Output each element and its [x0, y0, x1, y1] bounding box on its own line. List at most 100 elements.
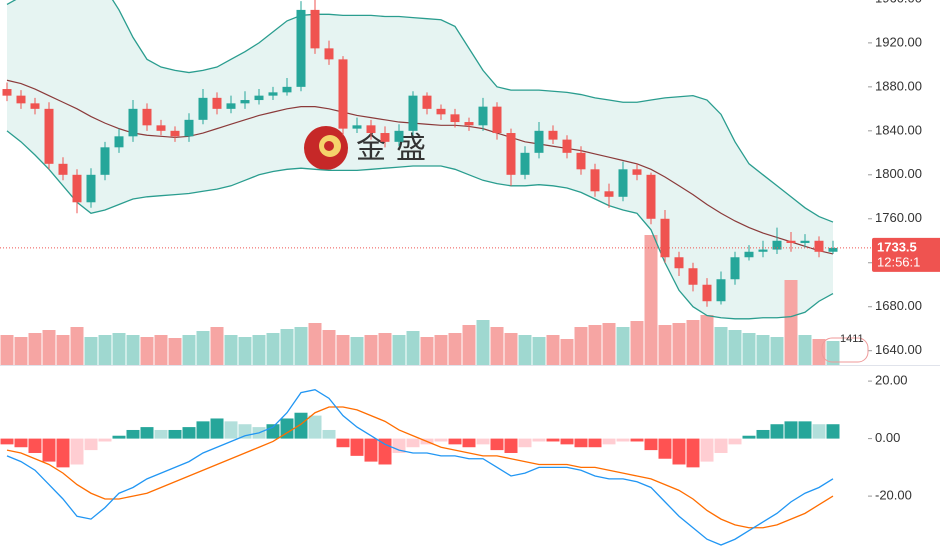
volume-bar	[420, 337, 434, 365]
volume-bar	[406, 331, 420, 365]
watermark: 金盛	[356, 132, 436, 165]
volume-bar	[658, 325, 672, 365]
macd-histogram-bar	[378, 438, 392, 465]
volume-bar	[700, 315, 714, 365]
volume-bar	[476, 320, 490, 365]
macd-histogram-bar	[658, 438, 672, 459]
macd-histogram-bar	[574, 438, 588, 448]
volume-bar	[224, 335, 238, 365]
candle-body	[548, 130, 558, 140]
volume-label: 1411	[840, 333, 864, 345]
macd-histogram-bar	[532, 438, 546, 442]
y-tick-label: 1920.00	[875, 34, 922, 49]
volume-bar	[770, 337, 784, 365]
volume-bar	[140, 337, 154, 365]
y-tick-label: 20.00	[875, 373, 908, 388]
macd-histogram-bar	[336, 438, 350, 448]
volume-bar	[294, 327, 308, 365]
volume-badge	[821, 337, 869, 363]
macd-histogram-bar	[224, 421, 238, 439]
candle-body	[828, 247, 838, 252]
volume-bar	[70, 327, 84, 365]
volume-bar	[434, 335, 448, 365]
candle-body	[58, 163, 68, 175]
macd-histogram-bar	[672, 438, 686, 465]
macd-histogram-bar	[700, 438, 714, 462]
candle-body	[716, 279, 726, 302]
volume-bar	[252, 335, 266, 365]
candle-body	[422, 95, 432, 109]
candle-body	[394, 130, 404, 142]
macd-histogram-bar	[826, 424, 840, 439]
macd-histogram-bar	[518, 438, 532, 448]
volume-bar	[532, 337, 546, 365]
candle-body	[646, 174, 656, 219]
macd-histogram-bar	[812, 424, 826, 439]
volume-bar	[644, 235, 658, 365]
logo-dot	[324, 141, 334, 151]
volume-bar	[154, 335, 168, 365]
y-tick-label: 1760.00	[875, 210, 922, 225]
macd-histogram-bar	[476, 438, 490, 445]
candle-body	[660, 218, 670, 258]
candle-body	[436, 108, 446, 115]
macd-histogram-bar	[756, 429, 770, 439]
y-tick-label: 1800.00	[875, 166, 922, 181]
volume-bar	[238, 337, 252, 365]
candle-body	[114, 136, 124, 148]
macd-histogram-bar	[0, 438, 14, 445]
candle-body	[86, 174, 96, 203]
candle-body	[758, 249, 768, 252]
macd-histogram-bar	[322, 429, 336, 439]
macd-histogram-bar	[742, 435, 756, 439]
volume-bar	[574, 327, 588, 365]
band-fill	[7, 0, 833, 319]
volume-bar	[826, 341, 840, 365]
countdown: 12:56:1	[877, 254, 920, 269]
volume-bar	[322, 330, 336, 365]
macd-histogram-bar	[406, 438, 420, 448]
macd-histogram-bar	[686, 438, 700, 468]
macd-histogram-bar	[630, 438, 644, 442]
y-tick-label: 1640.00	[875, 342, 922, 357]
macd-histogram-bar	[504, 438, 518, 453]
macd-histogram-bar	[84, 438, 98, 451]
volume-bar	[210, 327, 224, 365]
volume-bar	[266, 333, 280, 365]
macd-histogram-bar	[154, 429, 168, 439]
candle-body	[464, 122, 474, 126]
candle-body	[30, 103, 40, 109]
macd-histogram-bar	[14, 438, 28, 448]
macd-histogram-bar	[112, 435, 126, 439]
volume-bar	[756, 335, 770, 365]
macd-histogram-bar	[462, 438, 476, 448]
candle-body	[366, 125, 376, 134]
macd-histogram-bar	[210, 418, 224, 439]
candle-body	[352, 125, 362, 129]
candle-body	[44, 108, 54, 164]
volume-bar	[616, 327, 630, 365]
candle-body	[772, 240, 782, 250]
macd-histogram-bar	[308, 415, 322, 439]
candle-body	[72, 174, 82, 203]
volume-bar	[126, 335, 140, 365]
volume-bar	[630, 321, 644, 365]
macd-histogram-bar	[28, 438, 42, 453]
candle-body	[16, 95, 26, 104]
macd-histogram-bar	[588, 438, 602, 448]
volume-bar	[28, 333, 42, 365]
volume-bar	[588, 325, 602, 365]
macd-histogram-bar	[56, 438, 70, 468]
macd-histogram-bar	[280, 418, 294, 439]
volume-bar	[602, 323, 616, 365]
volume-bar	[392, 335, 406, 365]
volume-bar	[364, 335, 378, 365]
band-upper	[6, 0, 834, 223]
macd-histogram-bar	[126, 429, 140, 439]
volume-bar	[168, 338, 182, 365]
candle-body	[296, 9, 306, 87]
volume-bar	[490, 327, 504, 365]
candle-body	[800, 240, 810, 243]
volume-bar	[0, 335, 14, 365]
